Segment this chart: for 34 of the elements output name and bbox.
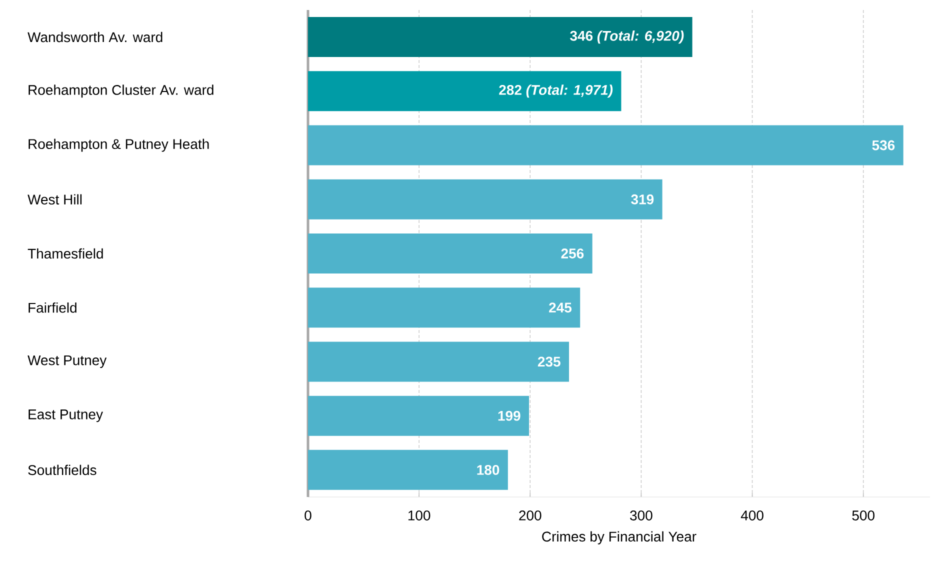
data-label: 245: [549, 302, 572, 313]
bar: [308, 342, 570, 382]
data-label: 199: [498, 410, 520, 421]
data-label: 235: [538, 356, 560, 367]
bar: [308, 450, 508, 490]
y-tick-label: Fairfield: [28, 302, 76, 313]
bar: [308, 288, 580, 328]
y-tick-label: Southfields: [28, 464, 96, 476]
x-tick-label: 200: [519, 510, 542, 520]
data-label: 346 (Total: 6,920): [570, 30, 684, 44]
bar: [308, 233, 592, 274]
x-tick-label: 400: [740, 510, 764, 520]
data-label: 319: [631, 194, 654, 204]
data-label: 256: [561, 248, 584, 258]
x-axis-title: Crimes by Financial Year: [542, 531, 696, 544]
bar: [308, 17, 692, 58]
y-tick-label: Roehampton Cluster Av. ward: [28, 84, 214, 98]
bar: [308, 71, 622, 112]
data-label: 282 (Total: 1,971): [499, 84, 613, 98]
y-tick-label: Wandsworth Av. ward: [28, 32, 162, 42]
x-tick-label: 500: [852, 510, 874, 520]
x-tick-label: 100: [408, 510, 430, 520]
data-label: 180: [477, 464, 500, 475]
y-tick-label: West Putney: [28, 355, 107, 368]
x-tick-label: 300: [630, 510, 652, 520]
y-tick-label: Roehampton & Putney Heath: [28, 138, 209, 152]
x-tick-label: 0: [304, 510, 312, 520]
y-tick-label: Thamesfield: [28, 248, 103, 259]
bar: [308, 125, 904, 166]
y-tick-label: East Putney: [28, 410, 103, 422]
bar: [308, 179, 662, 220]
bar: [308, 396, 530, 436]
y-tick-label: West Hill: [28, 194, 82, 205]
data-label: 536: [872, 140, 895, 150]
